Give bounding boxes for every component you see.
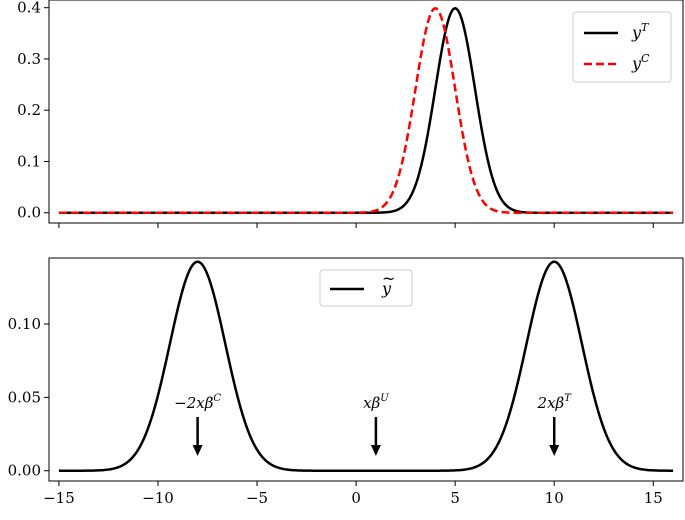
annotation-label: xβU [363,393,389,412]
y-tick-label: 0.2 [17,101,41,119]
annotation-arrow-head [192,445,203,456]
y-tick-label: 0.10 [8,315,41,333]
y-tick-label: 0.0 [17,204,41,222]
bottom-plot-frame [48,257,684,482]
y-tick-label: 0.3 [17,50,41,68]
x-tick-label: 10 [545,489,564,507]
bottom-legend-box [319,269,413,307]
bottom-annotations: −2xβC xβU 2xβT [174,393,572,456]
top-legend-box [572,11,672,83]
x-tick-label: 0 [351,489,361,507]
y-tick-label: 0.1 [17,152,41,170]
top-legend: yT yC [572,11,672,83]
bottom-x-ticks: −15 −10 −5 0 5 10 15 [43,481,663,507]
bottom-y-ticks: 0.00 0.05 0.10 [8,315,49,480]
top-y-ticks: 0.0 0.1 0.2 0.3 0.4 [17,0,49,222]
y-tick-label: 0.05 [8,388,41,406]
bottom-legend: y ~ [319,269,413,307]
x-tick-label: −10 [142,489,174,507]
bottom-panel: 0.00 0.05 0.10 −15 −10 −5 0 5 10 15 −2xβC xβU 2xβT… [8,257,684,507]
annotation-arrow-head [370,445,381,456]
x-tick-label: 5 [450,489,460,507]
x-tick-label: −5 [246,489,268,507]
y-tick-label: 0.4 [17,0,41,17]
top-panel: 0.0 0.1 0.2 0.3 0.4 yT yC [17,0,684,228]
annotation-label: −2xβC [174,393,221,412]
bottom-series [58,260,674,472]
x-tick-label: −15 [43,489,75,507]
legend-label-ytilde: y [381,279,392,298]
y-tick-label: 0.00 [8,462,41,480]
series-line-y [58,260,674,472]
top-series [58,6,674,214]
x-tick-label: 15 [644,489,663,507]
series-line-yC [58,7,674,214]
legend-label-ytilde-tilde: ~ [382,269,395,288]
annotation-arrow-head [549,445,560,456]
annotation-label: 2xβT [537,393,573,412]
top-plot-frame [48,0,684,224]
top-x-ticks [58,223,654,228]
